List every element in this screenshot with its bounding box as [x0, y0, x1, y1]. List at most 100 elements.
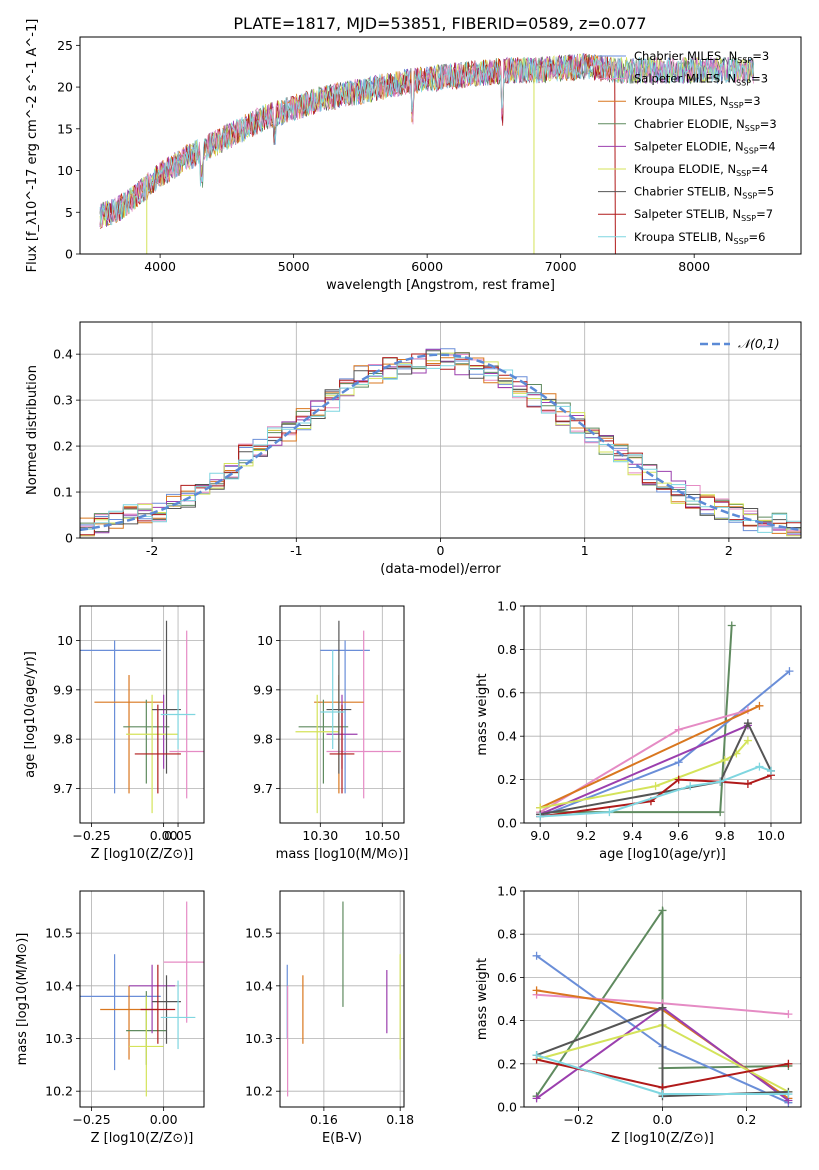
age-vs-metallicity-panel: −0.25 0.000.05 9.7 9.8 9.9 10 Z [log10(Z/Z⊙)] a…	[23, 605, 205, 862]
weight-marker	[532, 1094, 541, 1103]
x-tick-label: 10.50	[364, 828, 400, 843]
weight-marker	[743, 719, 752, 728]
y-tick-label: 9.7	[53, 781, 73, 796]
y-tick-label: 0.6	[497, 685, 517, 700]
x-axis-label: wavelength [Angstrom, rest frame]	[326, 278, 555, 293]
y-tick-label: 0.2	[53, 439, 73, 454]
legend-label: Salpeter ELODIE, NSSP=4	[634, 139, 776, 155]
x-axis-label: (data-model)/error	[380, 562, 501, 577]
errorbar-point	[320, 650, 346, 750]
x-tick-label: 1	[581, 543, 589, 558]
weight-marker	[658, 906, 667, 915]
weight-marker	[785, 667, 794, 676]
y-tick-label: 0	[65, 247, 73, 262]
y-tick-label: 10.3	[45, 1031, 73, 1046]
weight-marker	[658, 1003, 667, 1012]
y-tick-label: 0.2	[497, 1056, 517, 1071]
weight-vs-age-panel: 9.0 9.2 9.4 9.6 9.8 10.0 0.0 0.2 0.4 0.6 0.8 1.0 age…	[475, 599, 802, 862]
x-tick-label: 10.0	[757, 828, 785, 843]
x-tick-label: 9.8	[715, 828, 735, 843]
x-tick-label: 9.6	[669, 828, 689, 843]
x-tick-label: 0.2	[736, 1112, 756, 1127]
x-tick-label: 8000	[678, 259, 710, 274]
x-tick-label: 6000	[411, 259, 443, 274]
weight-marker	[727, 621, 736, 630]
residual-histogram	[80, 357, 801, 538]
x-tick-label: -1	[290, 543, 302, 558]
mass-vs-metallicity-panel: −0.25 0.00 10.2 10.3 10.4 10.5 Z [log10(Z/Z⊙)]…	[15, 890, 205, 1146]
weight-marker	[674, 725, 683, 734]
x-tick-label: 4000	[144, 259, 176, 274]
legend-label: Salpeter STELIB, NSSP=7	[634, 207, 773, 223]
x-tick-label: 7000	[545, 259, 577, 274]
y-axis-label: Normed distribution	[25, 365, 40, 495]
legend-label: Chabrier MILES, NSSP=3	[634, 49, 769, 65]
y-tick-label: 10.5	[45, 926, 73, 941]
errorbar-point	[123, 699, 170, 784]
x-tick-label: 0.0	[653, 1112, 673, 1127]
errorbar-point	[326, 620, 352, 774]
weight-marker	[536, 812, 545, 821]
errorbar-point	[152, 620, 181, 774]
weight-marker	[651, 782, 660, 791]
weight-marker	[532, 1051, 541, 1060]
plot-area	[295, 620, 401, 814]
y-tick-label: 0.6	[497, 970, 517, 985]
x-axis-label: Z [log10(Z/Z⊙)]	[91, 847, 194, 862]
x-tick-label: −0.25	[72, 828, 110, 843]
weight-marker	[766, 766, 775, 775]
legend-model-name: Chabrier MILES	[634, 49, 721, 63]
normal-curve	[80, 353, 801, 532]
y-tick-label: 10	[257, 633, 273, 648]
legend-nssp: 3	[753, 94, 760, 108]
weight-marker	[658, 1090, 667, 1099]
weight-marker	[716, 777, 725, 786]
errorbar-point	[140, 964, 176, 1044]
spectrum-legend: Chabrier MILES, NSSP=3 Salpeter MILES, NS…	[598, 49, 777, 246]
x-tick-label: 2	[725, 543, 733, 558]
y-tick-label: 10.4	[245, 978, 273, 993]
y-tick-label: 1.0	[497, 599, 517, 614]
y-tick-label: 0.3	[53, 393, 73, 408]
y-tick-label: 10.5	[245, 926, 273, 941]
errorbar-point	[129, 964, 176, 1034]
x-axis-label: mass [log10(M/M⊙)]	[276, 847, 409, 862]
weight-marker	[784, 1059, 793, 1068]
weight-marker	[674, 758, 683, 767]
weight-marker	[743, 779, 752, 788]
errorbar-point	[326, 630, 401, 799]
errorbar-point	[80, 954, 161, 1071]
weight-marker	[716, 808, 725, 817]
legend-label: Kroupa ELODIE, NSSP=4	[634, 162, 768, 178]
legend-model-name: Salpeter MILES	[634, 72, 720, 86]
axes-frame	[79, 36, 802, 255]
weight-marker	[720, 756, 729, 765]
x-tick-label: -2	[146, 543, 158, 558]
figure-title: PLATE=1817, MJD=53851, FIBERID=0589, z=0…	[233, 14, 646, 33]
plot-area	[532, 906, 793, 1107]
weight-marker	[605, 808, 614, 817]
legend-nssp: 6	[758, 230, 765, 244]
y-tick-label: 10.4	[45, 978, 73, 993]
errorbar-point	[160, 980, 196, 1050]
legend-nssp: 4	[768, 139, 775, 153]
errorbar-point	[295, 694, 339, 814]
legend-nssp: 5	[767, 185, 774, 199]
weight-marker	[532, 951, 541, 960]
weight-marker	[743, 736, 752, 745]
y-tick-label: 10	[57, 633, 73, 648]
y-tick-label: 0.1	[53, 485, 73, 500]
legend-nssp: 3	[761, 72, 768, 86]
y-tick-label: 0.4	[497, 729, 517, 744]
plot-area	[536, 621, 794, 821]
y-tick-label: 0.2	[497, 772, 517, 787]
errorbar-point	[298, 699, 349, 784]
x-axis-label: age [log10(age/yr)]	[599, 847, 726, 862]
y-tick-label: 9.9	[253, 682, 273, 697]
legend-model-name: Kroupa ELODIE	[634, 162, 720, 176]
spectrum-line	[99, 53, 755, 226]
y-axis-label: age [log10(age/yr)]	[23, 651, 38, 778]
x-axis-label: Z [log10(Z/Z⊙)]	[91, 1131, 194, 1146]
errorbar-point	[329, 704, 355, 794]
y-axis-label: Flux [f_λ10^-17 erg cm^-2 s^-1 A^-1]	[25, 19, 40, 273]
